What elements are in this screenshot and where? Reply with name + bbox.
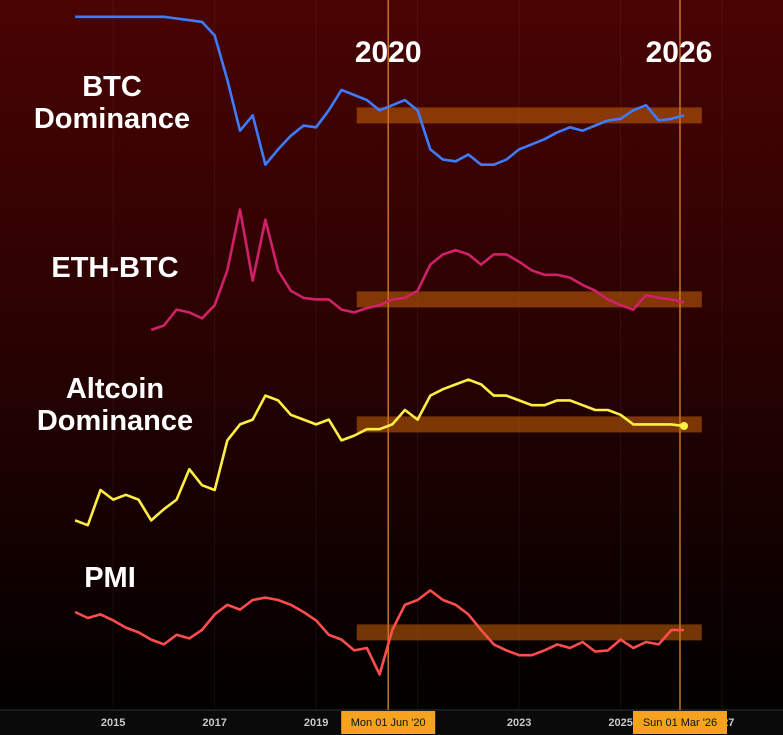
series-label: ETH-BTC	[51, 252, 179, 284]
support-band	[356, 624, 702, 641]
series-label: PMI	[84, 562, 136, 594]
marker-annotation: 2026	[646, 36, 713, 69]
marker-label: Mon 01 Jun '20	[351, 717, 426, 729]
x-tick-label: 2017	[202, 717, 226, 729]
series-line	[75, 15, 685, 166]
marker-annotation: 2020	[355, 36, 422, 69]
support-band	[356, 416, 702, 433]
x-tick-label: 2023	[507, 717, 531, 729]
x-tick-label: 2015	[101, 717, 125, 729]
support-band	[356, 291, 702, 308]
series-line	[74, 589, 684, 676]
x-tick-label: 2019	[304, 717, 328, 729]
series-label: Altcoin Dominance	[36, 373, 194, 437]
marker-label: Sun 01 Mar '26	[643, 717, 717, 729]
marker-label-box	[632, 711, 727, 734]
series-line	[150, 208, 685, 332]
series-line	[74, 378, 685, 527]
x-tick-label: 2025	[608, 717, 632, 729]
marker-label-box	[341, 711, 436, 734]
series-label: BTC Dominance	[33, 71, 191, 135]
end-dot	[680, 422, 689, 430]
